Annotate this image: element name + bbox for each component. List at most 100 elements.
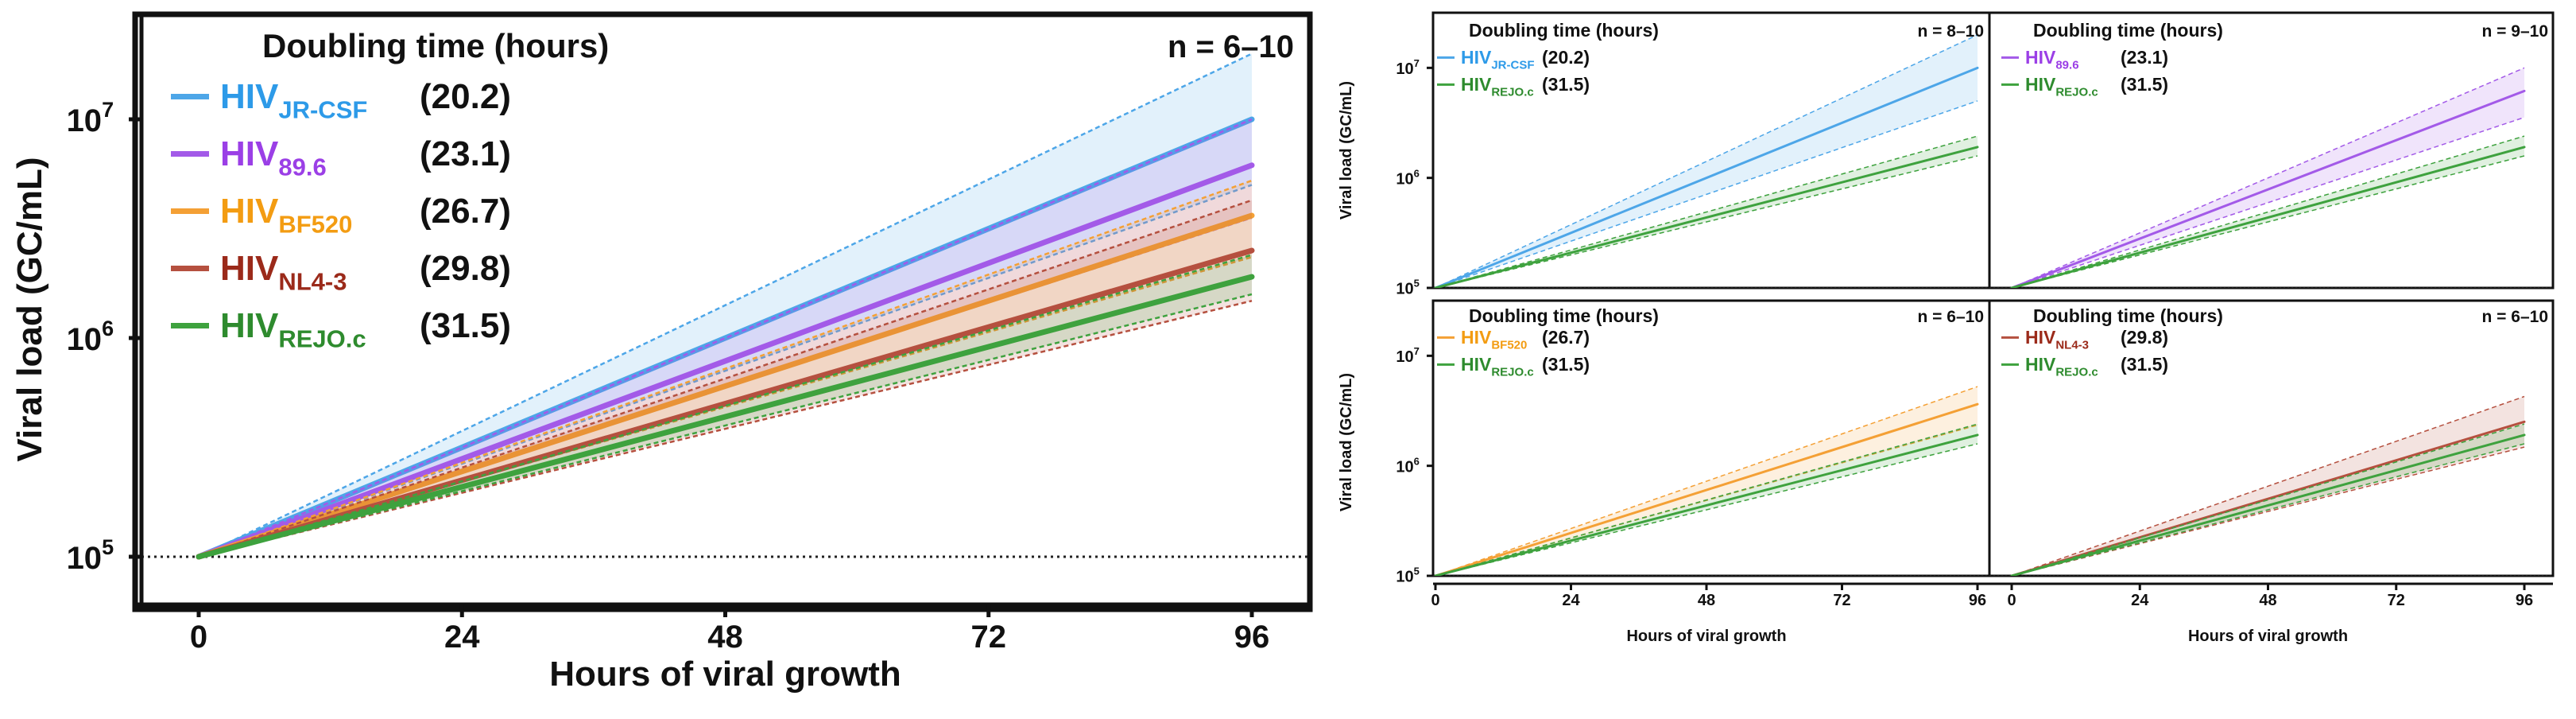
plot-area [1433,386,1989,576]
y-tick-label: 107 [67,98,114,138]
legend-label-rejo: HIVREJO.c [1461,74,1534,99]
legend-label-bf520: HIVBF520 [220,192,352,238]
plot-area [1433,34,1989,288]
x-axis-title: Hours of viral growth [1626,628,1786,645]
legend-doubling-time: (20.2) [420,77,511,116]
band-p896 [2012,68,2524,288]
legend-prefix: HIV [220,134,279,173]
y-tick-exponent: 6 [102,317,114,340]
legend-prefix: HIV [1461,354,1492,375]
x-axis-title: Hours of viral growth [549,655,901,694]
legend-title: Doubling time (hours) [262,27,609,64]
x-tick-label: 96 [2516,592,2533,609]
legend-doubling-time: (31.5) [1542,354,1590,375]
y-tick-label: 105 [67,535,114,576]
panel-frame [1988,11,2555,290]
legend-title: Doubling time (hours) [2033,305,2223,326]
legend-prefix: HIV [220,77,279,116]
y-tick-label: 106 [1396,455,1419,476]
y-tick-mantissa: 10 [1396,458,1413,476]
y-tick-exponent: 7 [102,98,114,122]
band-lower-nl43 [2011,446,2525,576]
band-upper-nl43 [198,199,1253,558]
legend-label-nl43: HIVNL4-3 [2025,327,2089,352]
band-upper-nl43 [2011,395,2525,576]
y-tick-label: 106 [67,317,114,357]
x-tick-label: 24 [1562,592,1580,609]
band-upper-rejo [2011,135,2525,288]
legend-doubling-time: (29.8) [2121,327,2168,348]
series-line-rejo [196,274,1255,560]
legend-subscript: JR-CSF [1491,58,1534,72]
legend-subscript: JR-CSF [278,95,367,123]
legend-label-p896: HIV89.6 [220,134,327,181]
x-tick-label: 96 [1234,620,1270,655]
x-tick-label: 96 [1969,592,1986,609]
y-tick-exponent: 5 [1414,278,1420,290]
series-line-nl43 [196,247,1255,560]
legend-doubling-time: (26.7) [420,192,511,231]
series-line-jrcsf [1434,66,1979,288]
n-label: n = 6–10 [2482,308,2548,326]
series-line-rejo [1434,146,1979,288]
legend-label-rejo: HIVREJO.c [220,306,366,352]
band-lower-jrcsf [1435,100,1978,288]
plot-area [135,52,1310,560]
legend-subscript: BF520 [278,210,352,238]
x-tick-label: 72 [971,620,1007,655]
legend-title: Doubling time (hours) [1469,20,1659,41]
legend-doubling-time: (31.5) [2121,354,2168,375]
legend-label-rejo: HIVREJO.c [2025,354,2098,379]
legend-doubling-time: (31.5) [1542,74,1590,95]
legend-title: Doubling time (hours) [2033,20,2223,41]
legend-prefix: HIV [2025,327,2056,348]
legend-doubling-time: (20.2) [1542,47,1590,68]
band-upper-bf520 [198,179,1253,558]
panel-frame [1988,299,2555,577]
y-tick-label: 105 [1396,565,1419,586]
y-tick-mantissa: 10 [1396,170,1413,188]
legend-subscript: NL4-3 [278,267,347,295]
x-tick-label: 48 [2259,592,2276,609]
chart-panel-small-bottom-right: 0 24 48 72 96 Hours of viral growth Doubling t… [1988,299,2555,645]
band-lower-p896 [2011,116,2525,288]
n-label: n = 8–10 [1918,22,1984,41]
legend-subscript: REJO.c [1491,365,1533,379]
legend-subscript: BF520 [1491,338,1527,352]
y-tick-mantissa: 10 [1396,281,1413,298]
plot-area [1989,67,2553,288]
legend-prefix: HIV [1461,47,1492,68]
y-tick-mantissa: 10 [1396,60,1413,78]
legend-prefix: HIV [2025,47,2056,68]
legend-subscript: REJO.c [2055,365,2098,379]
band-upper-jrcsf [1435,34,1978,288]
series-line-p896 [2010,89,2526,288]
x-axis-title: Hours of viral growth [2188,628,2348,645]
band-rejo [2012,424,2524,576]
legend-label-nl43: HIVNL4-3 [220,249,347,295]
band-upper-rejo [2011,423,2525,576]
legend-subscript: NL4-3 [2055,338,2089,352]
y-tick-mantissa: 10 [1396,569,1413,586]
legend-doubling-time: (26.7) [1542,327,1590,348]
legend-label-rejo: HIVREJO.c [2025,74,2098,99]
legend-label-p896: HIV89.6 [2025,47,2079,72]
x-tick-label: 0 [2007,592,2016,609]
y-tick-mantissa: 10 [1396,348,1413,366]
y-tick-exponent: 7 [1414,57,1420,69]
series-line-p896 [196,162,1255,560]
series-line-rejo [2010,146,2526,288]
band-upper-rejo [1435,423,1978,576]
legend-subscript: REJO.c [1491,85,1533,99]
series-line-rejo [1434,433,1979,576]
legend-prefix: HIV [220,306,279,345]
band-lower-rejo [2011,155,2525,288]
y-tick-label: 107 [1396,57,1419,78]
y-tick-label: 106 [1396,167,1419,188]
legend-subscript: REJO.c [2055,85,2098,99]
legend-subscript: 89.6 [2055,58,2078,72]
legend-subscript: 89.6 [278,153,326,181]
